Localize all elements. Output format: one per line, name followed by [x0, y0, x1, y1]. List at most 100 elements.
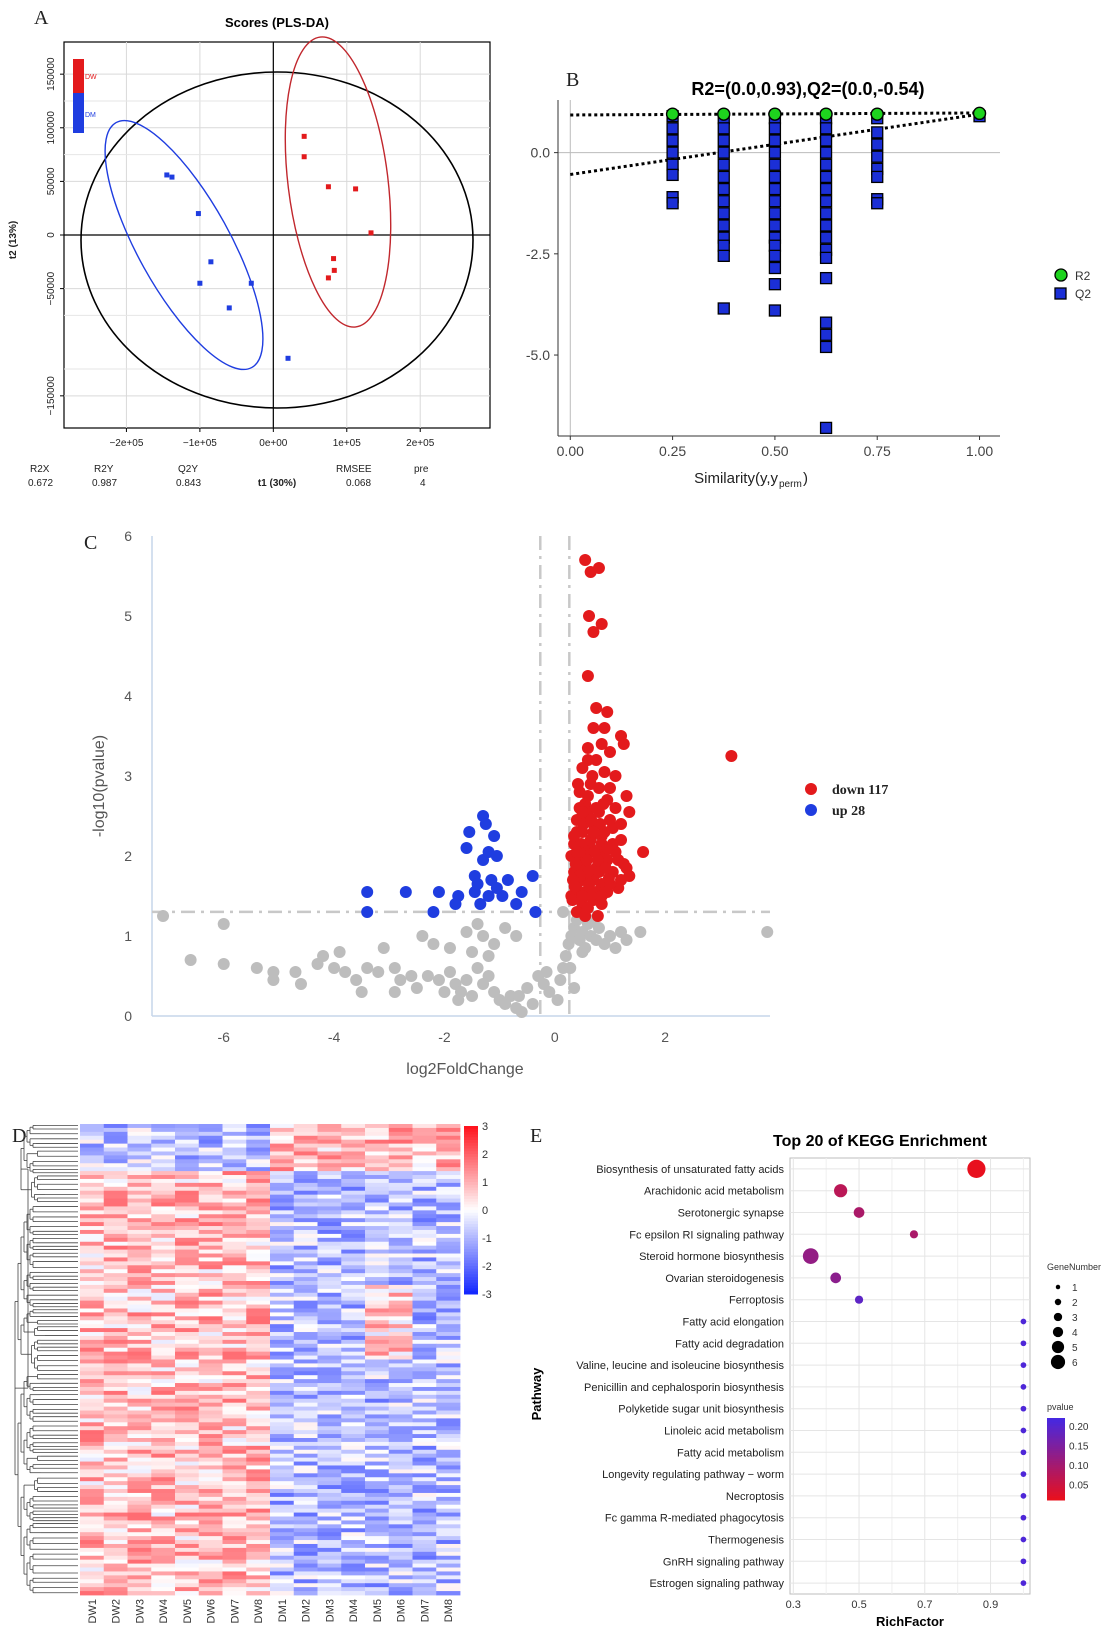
heatmap-cell — [412, 1328, 437, 1333]
heatmap-cell — [198, 1292, 223, 1298]
heatmap-cell — [127, 1414, 152, 1419]
heatmap-cell — [293, 1532, 318, 1537]
heatmap-cell — [293, 1426, 318, 1431]
heatmap-cell — [317, 1339, 342, 1345]
heatmap-cell — [317, 1143, 342, 1148]
heatmap-cell — [341, 1465, 366, 1470]
heatmap-cell — [80, 1473, 105, 1478]
size-legend-dot — [1054, 1298, 1062, 1306]
heatmap-cell — [103, 1233, 128, 1239]
heatmap-cell — [80, 1355, 105, 1360]
not-significant-point — [217, 958, 230, 970]
heatmap-cell — [103, 1528, 128, 1533]
y-tick-label: 4 — [124, 688, 132, 704]
heatmap-cell — [127, 1277, 152, 1282]
heatmap-cell — [341, 1371, 366, 1376]
up-regulated-point — [427, 906, 440, 918]
heatmap-cell — [365, 1441, 390, 1447]
not-significant-point — [515, 1006, 528, 1018]
heatmap-cell — [175, 1143, 200, 1148]
heatmap-cell — [388, 1559, 413, 1564]
heatmap-cell — [293, 1281, 318, 1286]
heatmap-cell — [436, 1477, 461, 1482]
heatmap-cell — [341, 1386, 366, 1392]
heatmap-cell — [388, 1540, 413, 1545]
heatmap-cell — [365, 1575, 390, 1580]
heatmap-cell — [198, 1386, 223, 1392]
heatmap-cell — [388, 1477, 413, 1482]
heatmap-cell — [103, 1139, 128, 1145]
heatmap-cell — [80, 1555, 105, 1561]
heatmap-cell — [198, 1492, 223, 1498]
heatmap-cell — [80, 1198, 105, 1203]
heatmap-cell — [317, 1367, 342, 1372]
heatmap-cell — [175, 1343, 200, 1349]
heatmap-cell — [436, 1465, 461, 1470]
heatmap-cell — [388, 1241, 413, 1247]
heatmap-cell — [175, 1524, 200, 1529]
heatmap-cell — [365, 1339, 390, 1345]
heatmap-cell — [365, 1477, 390, 1482]
heatmap-cell — [151, 1233, 176, 1239]
heatmap-cell — [103, 1300, 128, 1305]
heatmap-cell — [175, 1422, 200, 1427]
not-significant-point — [551, 994, 564, 1006]
not-significant-point — [504, 990, 517, 1002]
heatmap-cell — [412, 1379, 437, 1384]
heatmap-cell — [412, 1222, 437, 1227]
heatmap-cell — [388, 1555, 413, 1561]
heatmap-cell — [198, 1422, 223, 1427]
heatmap-cell — [317, 1441, 342, 1447]
heatmap-cell — [175, 1508, 200, 1513]
heatmap-cell — [198, 1222, 223, 1227]
heatmap-cell — [222, 1355, 247, 1360]
heatmap-cell — [365, 1457, 390, 1462]
heatmap-cell — [293, 1567, 318, 1572]
heatmap-cell — [222, 1308, 247, 1313]
heatmap-cell — [412, 1288, 437, 1294]
heatmap-cell — [175, 1504, 200, 1510]
heatmap-cell — [151, 1245, 176, 1250]
heatmap-cell — [317, 1579, 342, 1584]
r2-point — [819, 107, 833, 121]
heatmap-cell — [198, 1547, 223, 1553]
heatmap-cell — [388, 1524, 413, 1529]
panel-label-c: C — [84, 532, 97, 554]
heatmap-cell — [365, 1555, 390, 1561]
heatmap-cell — [175, 1473, 200, 1478]
heatmap-cell — [412, 1363, 437, 1368]
heatmap-cell — [175, 1320, 200, 1325]
pathway-point — [1020, 1493, 1027, 1499]
heatmap-cell — [151, 1555, 176, 1561]
heatmap-cell — [436, 1379, 461, 1384]
heatmap-cell — [103, 1536, 128, 1541]
heatmap-cell — [151, 1253, 176, 1258]
heatmap-cell — [175, 1312, 200, 1317]
heatmap-cell — [293, 1477, 318, 1482]
heatmap-cell — [293, 1422, 318, 1427]
heatmap-cell — [270, 1481, 295, 1486]
heatmap-cell — [341, 1229, 366, 1235]
heatmap-cell — [365, 1398, 390, 1404]
heatmap-cell — [270, 1237, 295, 1243]
heatmap-cell — [103, 1178, 128, 1184]
not-significant-point — [416, 930, 429, 942]
heatmap-cell — [270, 1390, 295, 1396]
heatmap-cell — [270, 1504, 295, 1510]
heatmap-cell — [412, 1575, 437, 1580]
heatmap-cell — [436, 1186, 461, 1192]
heatmap-cell — [80, 1265, 105, 1270]
q2-point — [819, 271, 833, 285]
not-significant-point — [317, 950, 330, 962]
heatmap-cell — [151, 1226, 176, 1231]
heatmap-cell — [293, 1214, 318, 1219]
heatmap-cell — [412, 1485, 437, 1490]
heatmap-cell — [436, 1167, 461, 1172]
r2-point — [870, 107, 884, 121]
heatmap-cell — [317, 1253, 342, 1258]
heatmap-cell — [388, 1551, 413, 1557]
heatmap-cell — [222, 1292, 247, 1298]
colorbar-segment — [464, 1226, 478, 1231]
heatmap-cell — [365, 1135, 390, 1141]
heatmap-cell — [151, 1383, 176, 1388]
